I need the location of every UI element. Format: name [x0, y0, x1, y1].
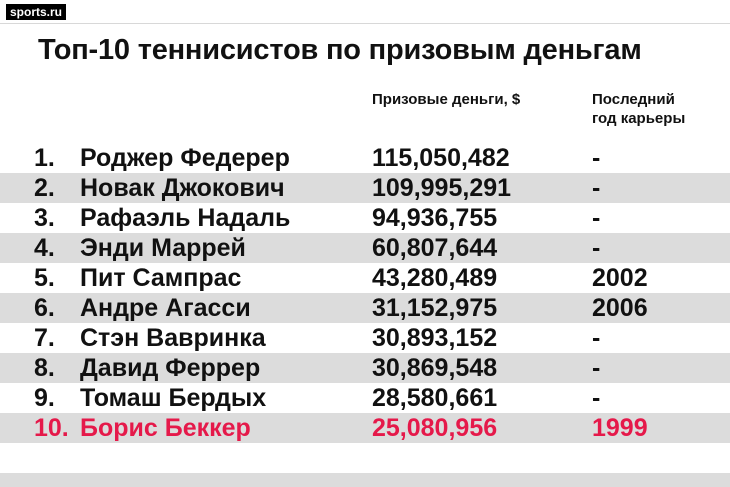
rank-cell: 2.: [34, 174, 55, 202]
player-name-cell: Стэн Вавринка: [80, 324, 266, 352]
prize-money-cell: 109,995,291: [372, 174, 512, 202]
rank-cell: 8.: [34, 354, 55, 382]
rank-cell: 6.: [34, 294, 55, 322]
player-name-cell: Пит Сампрас: [80, 264, 242, 292]
player-name-cell: Борис Беккер: [80, 414, 251, 442]
last-year-cell: -: [592, 234, 601, 262]
last-year-cell: 2006: [592, 294, 648, 322]
prize-money-cell: 30,869,548: [372, 354, 498, 382]
last-year-cell: 1999: [592, 414, 648, 442]
page-title: Топ-10 теннисистов по призовым деньгам: [38, 34, 642, 66]
prize-money-cell: 43,280,489: [372, 264, 498, 292]
rank-cell: 7.: [34, 324, 55, 352]
table-row-highlighted: 10. Борис Беккер 25,080,956 1999: [0, 413, 730, 443]
ranking-table: 1. Роджер Федерер 115,050,482 - 2. Новак…: [0, 143, 730, 443]
rank-cell: 1.: [34, 144, 55, 172]
table-row: 6. Андре Агасси 31,152,975 2006: [0, 293, 730, 323]
player-name-cell: Давид Феррер: [80, 354, 261, 382]
prize-money-cell: 30,893,152: [372, 324, 498, 352]
prize-money-cell: 28,580,661: [372, 384, 498, 412]
prize-money-cell: 25,080,956: [372, 414, 498, 442]
column-header-last-year-line1: Последний: [592, 91, 675, 108]
rank-cell: 4.: [34, 234, 55, 262]
table-row: 2. Новак Джокович 109,995,291 -: [0, 173, 730, 203]
last-year-cell: -: [592, 174, 601, 202]
player-name-cell: Роджер Федерер: [80, 144, 290, 172]
player-name-cell: Новак Джокович: [80, 174, 285, 202]
table-row: 4. Энди Маррей 60,807,644 -: [0, 233, 730, 263]
last-year-cell: -: [592, 324, 601, 352]
table-row: 1. Роджер Федерер 115,050,482 -: [0, 143, 730, 173]
column-header-last-year-line2: год карьеры: [592, 110, 686, 127]
last-year-cell: -: [592, 144, 601, 172]
prize-money-cell: 31,152,975: [372, 294, 498, 322]
last-year-cell: -: [592, 354, 601, 382]
table-row: 7. Стэн Вавринка 30,893,152 -: [0, 323, 730, 353]
footer-stripe: [0, 473, 730, 487]
sports-ru-logo[interactable]: sports.ru: [6, 4, 67, 20]
column-header-last-year: Последний год карьеры: [592, 90, 722, 128]
table-row: 3. Рафаэль Надаль 94,936,755 -: [0, 203, 730, 233]
last-year-cell: 2002: [592, 264, 648, 292]
last-year-cell: -: [592, 384, 601, 412]
table-row: 5. Пит Сампрас 43,280,489 2002: [0, 263, 730, 293]
column-header-prize: Призовые деньги, $: [372, 91, 521, 108]
table-row: 9. Томаш Бердых 28,580,661 -: [0, 383, 730, 413]
rank-cell: 3.: [34, 204, 55, 232]
player-name-cell: Энди Маррей: [80, 234, 246, 262]
last-year-cell: -: [592, 204, 601, 232]
player-name-cell: Томаш Бердых: [80, 384, 267, 412]
player-name-cell: Рафаэль Надаль: [80, 204, 291, 232]
prize-money-cell: 115,050,482: [372, 144, 510, 172]
rank-cell: 5.: [34, 264, 55, 292]
rank-cell: 9.: [34, 384, 55, 412]
top-bar: sports.ru: [0, 0, 730, 24]
rank-cell: 10.: [34, 414, 69, 442]
table-row: 8. Давид Феррер 30,869,548 -: [0, 353, 730, 383]
player-name-cell: Андре Агасси: [80, 294, 251, 322]
prize-money-cell: 60,807,644: [372, 234, 498, 262]
prize-money-cell: 94,936,755: [372, 204, 498, 232]
